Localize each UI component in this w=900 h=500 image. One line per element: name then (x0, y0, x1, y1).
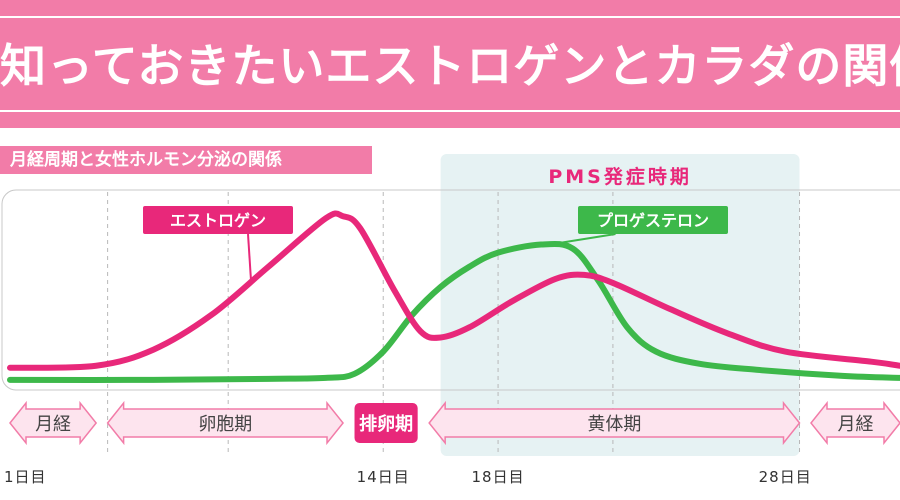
estrogen-callout-line (247, 233, 253, 283)
phase-label-ovulation: 排卵期 (359, 413, 413, 435)
x-tick-label: 18日目 (472, 468, 525, 486)
pms-region-label: PMS発症時期 (548, 165, 692, 188)
title-banner: 知っておきたいエストロゲンとカラダの関係 (0, 0, 900, 128)
phase-ovulation-box (354, 403, 418, 443)
phase-arrow-0 (9, 400, 98, 446)
page-title: 知っておきたいエストロゲンとカラダの関係 (0, 39, 900, 93)
chart-subtitle: 月経周期と女性ホルモン分泌の関係 (0, 146, 372, 174)
progesterone-line (7, 240, 900, 383)
estrogen-line (7, 210, 900, 371)
phase-arrow-1 (106, 400, 344, 446)
estrogen-legend-label: エストロゲン (170, 211, 266, 230)
x-tick-label: 14日目 (357, 468, 410, 486)
x-tick-label: 28日目 (759, 468, 812, 486)
chart-frame (1, 189, 900, 391)
phase-arrow-3 (428, 400, 801, 446)
phase-label-3: 黄体期 (587, 414, 641, 435)
x-tick-label: 1日目 (4, 468, 47, 486)
phase-arrow-4 (810, 400, 900, 446)
phase-label-4: 月経 (838, 414, 874, 435)
progesterone-callout-line (549, 233, 616, 246)
progesterone-callout-box (578, 206, 728, 234)
estrogen-callout-box (143, 206, 293, 234)
progesterone-legend-label: プロゲステロン (597, 211, 709, 230)
phase-label-0: 月経 (35, 414, 71, 435)
phase-label-1: 卵胞期 (198, 414, 252, 435)
